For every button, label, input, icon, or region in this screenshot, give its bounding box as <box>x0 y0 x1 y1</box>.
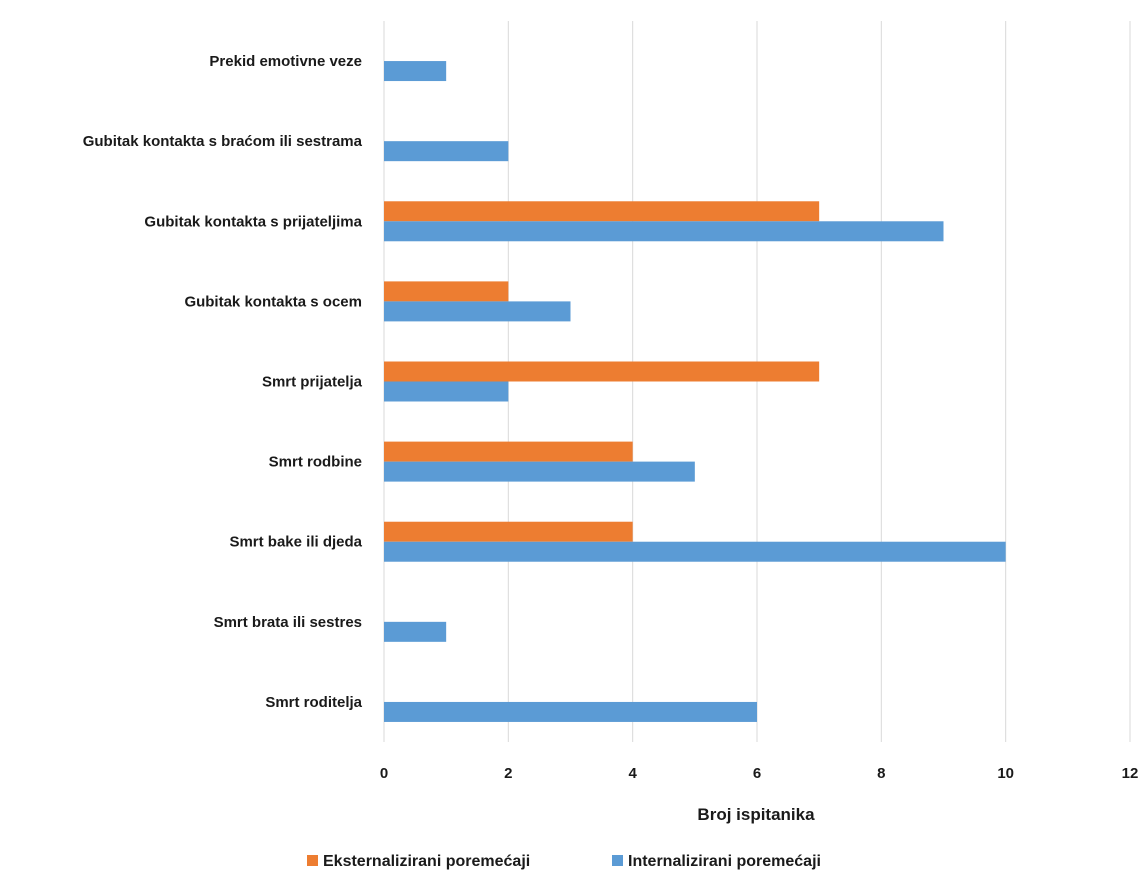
bar <box>384 221 944 242</box>
bar <box>384 541 1006 562</box>
bar <box>384 61 447 82</box>
bar <box>384 201 820 222</box>
category-label: Smrt prijatelja <box>262 374 363 391</box>
category-labels: Prekid emotivne veze Gubitak kontakta s b… <box>83 53 363 711</box>
category-label: Smrt brata ili sestres <box>214 614 362 631</box>
category-label: Gubitak kontakta s ocem <box>184 293 362 310</box>
bar <box>384 381 509 402</box>
legend-label: Internalizirani poremećaji <box>628 853 821 870</box>
bar <box>384 361 820 382</box>
legend-swatch <box>307 855 318 866</box>
bar <box>384 701 757 722</box>
legend: Eksternalizirani poremećaji Internalizira… <box>307 853 821 870</box>
bar <box>384 621 447 642</box>
bar <box>384 521 633 542</box>
x-tick-label: 2 <box>504 765 512 782</box>
bar <box>384 141 509 162</box>
bar <box>384 441 633 462</box>
bars <box>384 61 1006 722</box>
category-label: Gubitak kontakta s prijateljima <box>144 213 362 230</box>
bar <box>384 281 509 302</box>
bar <box>384 461 695 482</box>
bar <box>384 301 571 322</box>
category-label: Gubitak kontakta s braćom ili sestrama <box>83 133 363 150</box>
x-tick-labels: 0 2 4 6 8 10 12 <box>380 765 1139 782</box>
x-tick-label: 0 <box>380 765 388 782</box>
x-tick-label: 12 <box>1122 765 1139 782</box>
x-tick-label: 4 <box>628 765 637 782</box>
legend-label: Eksternalizirani poremećaji <box>323 853 530 870</box>
category-label: Prekid emotivne veze <box>209 53 362 70</box>
category-label: Smrt roditelja <box>265 694 362 711</box>
category-label: Smrt rodbine <box>269 454 362 471</box>
x-tick-label: 6 <box>753 765 761 782</box>
x-tick-label: 8 <box>877 765 885 782</box>
x-tick-label: 10 <box>997 765 1014 782</box>
legend-swatch <box>612 855 623 866</box>
category-label: Smrt bake ili djeda <box>229 534 362 551</box>
x-axis-title: Broj ispitanika <box>697 805 815 824</box>
